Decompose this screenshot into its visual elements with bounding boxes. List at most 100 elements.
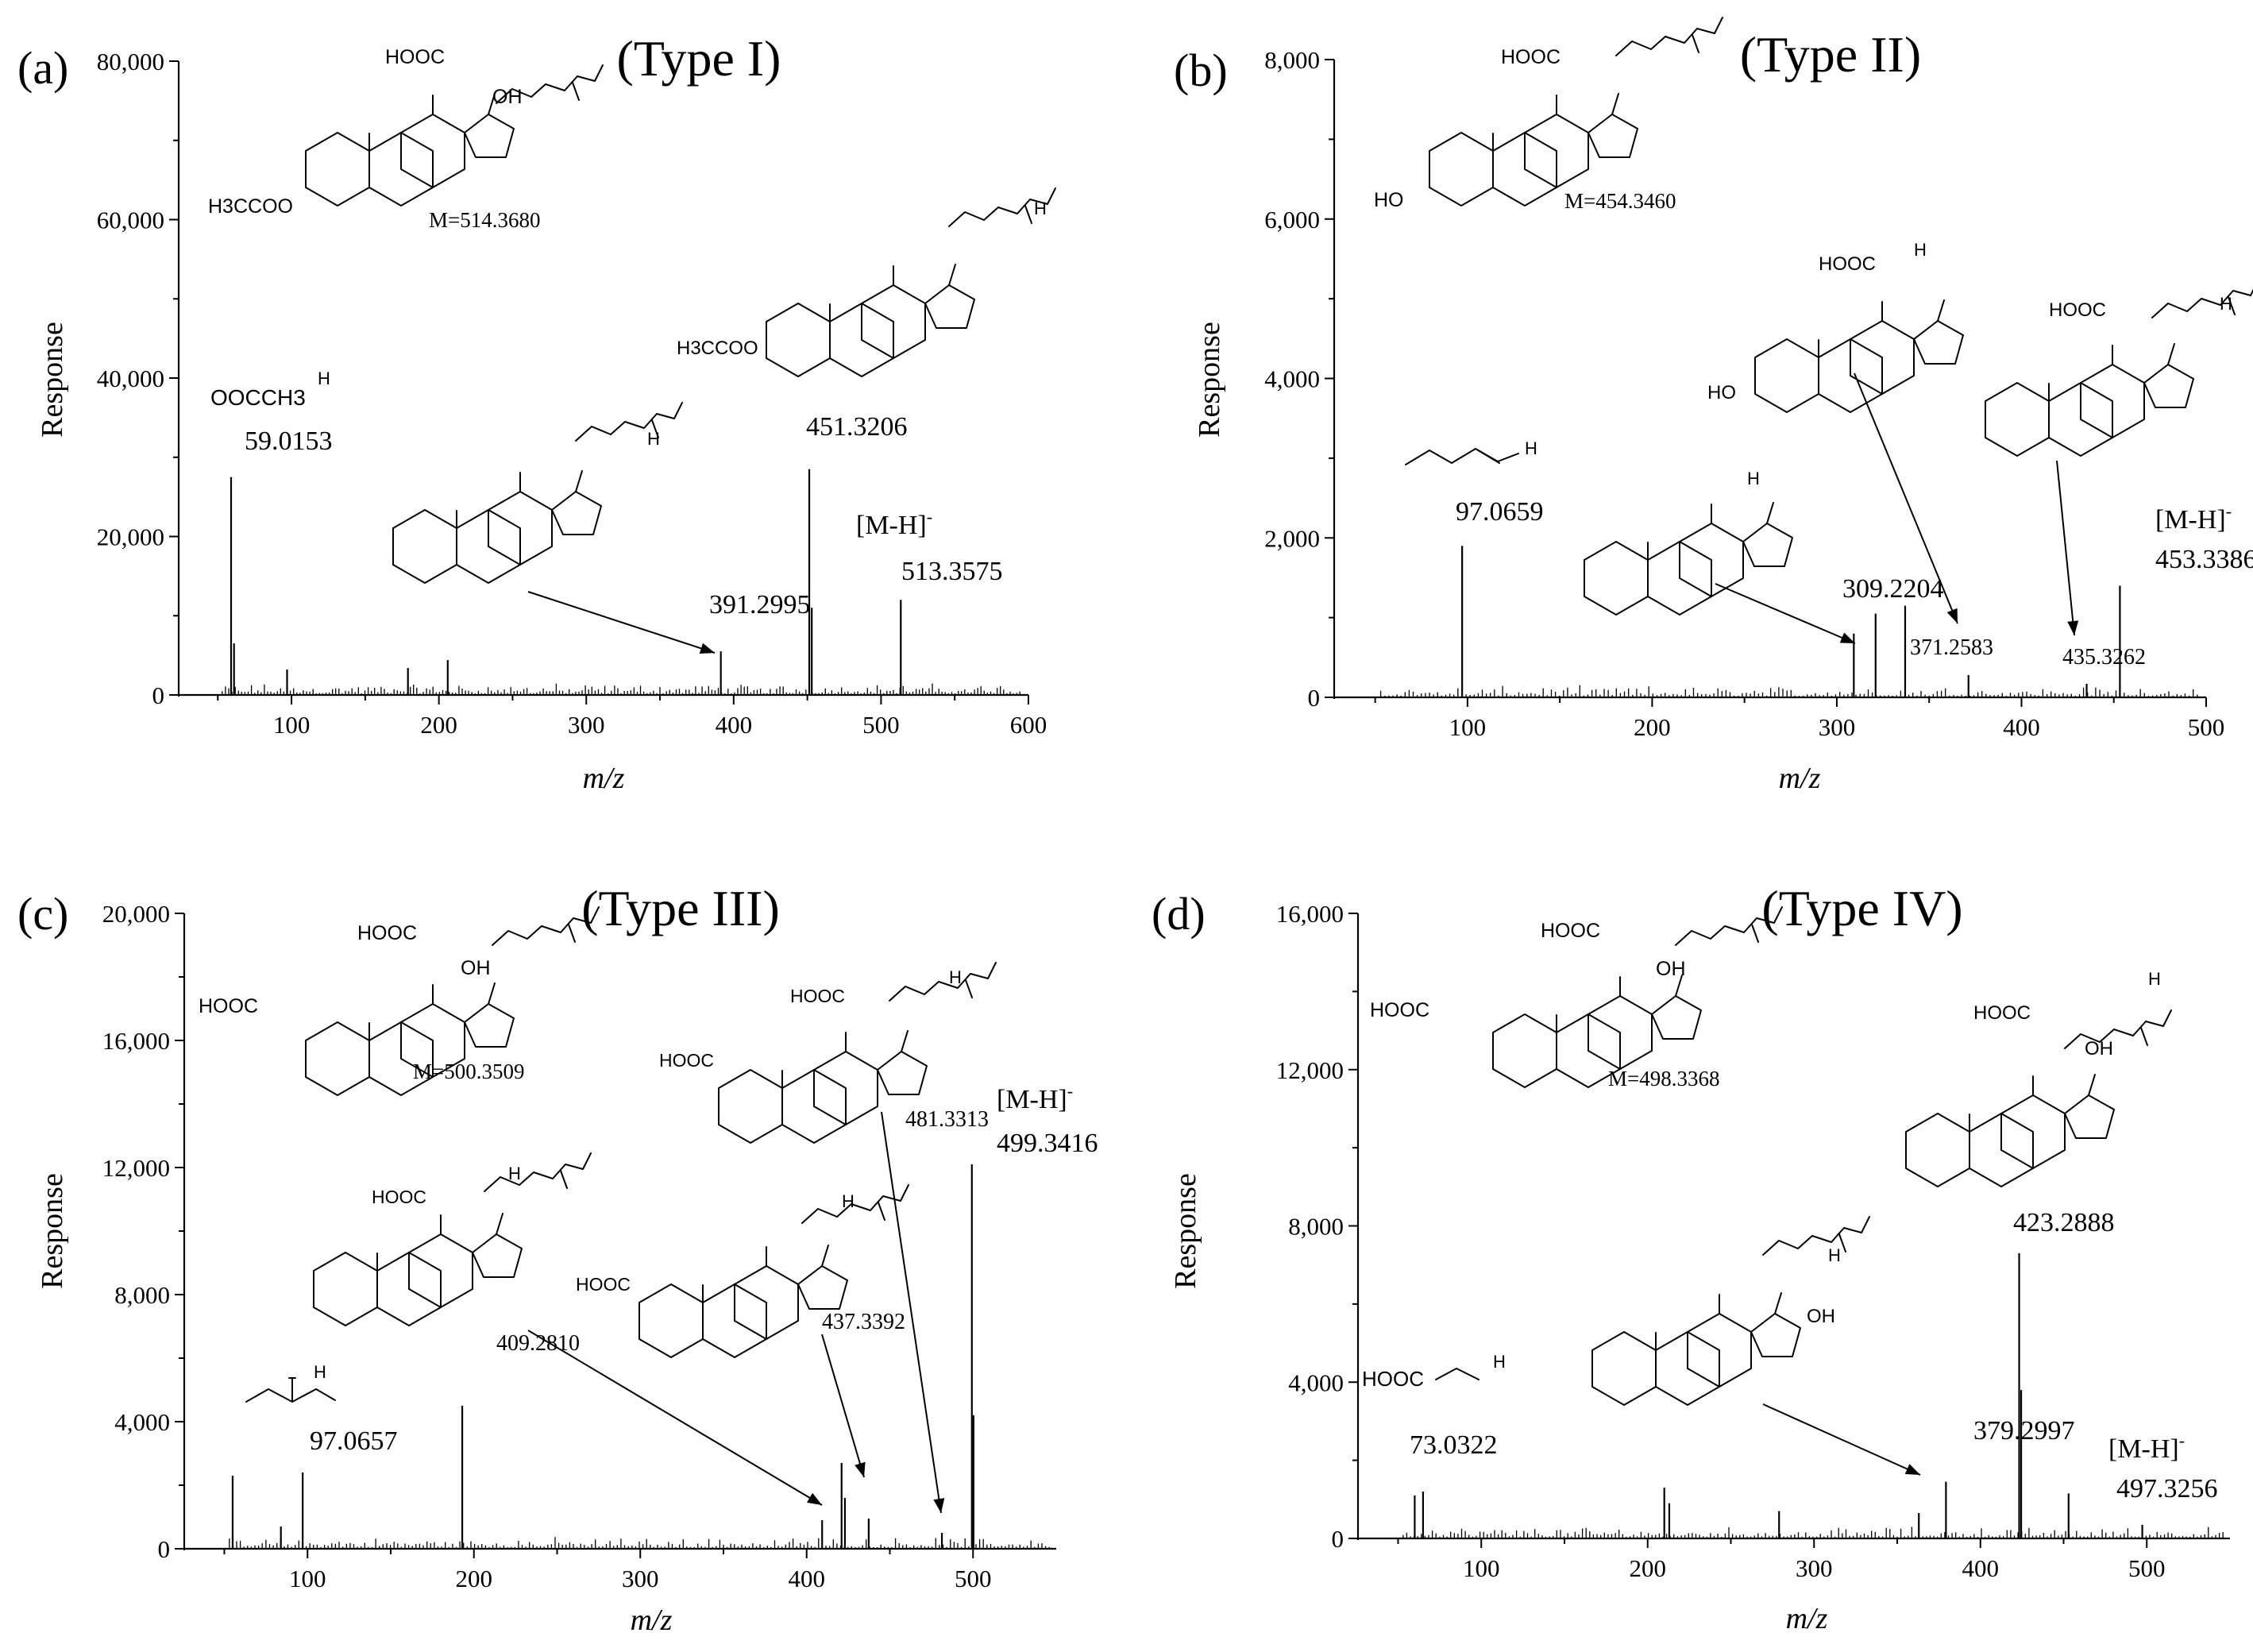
structure-c5: H — [245, 1362, 336, 1403]
struct-text-hooc-d3: HOOC — [1973, 1002, 2031, 1024]
struct-text-hooc-b3: HOOC — [2049, 299, 2106, 321]
y-axis-label: Response — [1169, 1173, 1202, 1289]
arrow-head — [2067, 620, 2079, 635]
structure-d3: OH H — [1591, 1216, 1870, 1406]
y-tick-label: 20,000 — [102, 900, 170, 928]
structure-c3: HOOC H — [313, 1152, 592, 1326]
struct-text-h-b3: H — [2220, 294, 2232, 314]
panel-label: (d) — [1152, 888, 1206, 940]
x-axis-label: m/z — [1786, 1602, 1828, 1635]
x-tick-label: 100 — [1449, 713, 1487, 741]
struct-text-oh-d2: OH — [2085, 1038, 2113, 1060]
peak-annotation: 423.2888 — [2013, 1208, 2115, 1237]
structure-a1: HOOC OH H3CCOO M=514.3680 — [208, 46, 604, 232]
struct-text-h-c3: H — [508, 1164, 521, 1183]
struct-text-h-c5: H — [314, 1362, 326, 1382]
x-tick-label: 200 — [420, 711, 457, 739]
struct-text-oh-c: OH — [461, 957, 491, 979]
x-tick-label: 100 — [273, 711, 311, 739]
x-axis-label: m/z — [583, 762, 625, 795]
struct-text-mass-c: M=500.3509 — [413, 1060, 524, 1083]
baseline-noise — [1379, 685, 2198, 697]
peak-annotation: 371.2583 — [1910, 635, 1993, 660]
annotation-arrow — [527, 1330, 823, 1506]
peak-annotation: [M-H]- — [997, 1081, 1073, 1114]
y-tick-label: 0 — [1308, 684, 1321, 712]
panel-label: (a) — [17, 42, 68, 94]
struct-text-h-c2: H — [949, 967, 962, 987]
peak-annotation: 97.0659 — [1456, 497, 1544, 527]
peak-annotation: 497.3256 — [2116, 1474, 2218, 1503]
x-tick-label: 300 — [568, 711, 605, 739]
panel-title: (Type I) — [617, 30, 781, 87]
structure-c2: HOOC HOOC H — [659, 962, 997, 1144]
structure-c4: HOOC H — [576, 1184, 909, 1358]
struct-text-hooc-b2: HOOC — [1819, 253, 1876, 275]
panel-label: (c) — [17, 888, 68, 940]
struct-text-hooc-c5: HOOC — [372, 1187, 426, 1207]
x-tick-label: 200 — [1629, 1554, 1666, 1582]
struct-text-ho-b2: HO — [1707, 382, 1736, 403]
struct-text-hooc-c4: HOOC — [659, 1050, 714, 1071]
chart-panel-1: 0 2,000 4,000 6,000 8,000 100 200 300 400 500 (b) (… — [1174, 26, 2253, 795]
structure-b4: H — [1405, 438, 1537, 465]
y-tick-label: 4,000 — [1264, 365, 1320, 393]
y-tick-label: 6,000 — [1264, 206, 1320, 234]
peak-annotation: 437.3392 — [822, 1310, 905, 1334]
peak-annotation: [M-H]- — [2108, 1430, 2185, 1464]
y-tick-label: 8,000 — [1264, 46, 1320, 74]
struct-text-mass-d: M=498.3368 — [1608, 1067, 1719, 1090]
struct-text-h-a4: H — [318, 369, 330, 388]
struct-text-hooc-d2: HOOC — [1370, 999, 1429, 1021]
annotation-arrow — [881, 1111, 942, 1514]
struct-text-h-b2: H — [1914, 240, 1927, 260]
y-tick-label: 12,000 — [102, 1154, 170, 1182]
annotation-arrow — [1762, 1403, 1921, 1476]
baseline-noise — [222, 683, 1020, 695]
y-tick-label: 4,000 — [1288, 1368, 1344, 1396]
struct-text-mass-b: M=454.3460 — [1564, 189, 1676, 213]
y-tick-label: 8,000 — [1288, 1213, 1344, 1241]
structure-b1: HOOC HO M=454.3460 — [1374, 17, 1723, 213]
x-axis-label: m/z — [1779, 762, 1821, 795]
x-tick-label: 500 — [955, 1565, 992, 1592]
y-tick-label: 80,000 — [97, 48, 164, 75]
peak-annotation: 451.3206 — [806, 412, 908, 442]
chart-panel-3: 0 4,000 8,000 12,000 16,000 100 200 300 400 500 (d… — [1152, 880, 2230, 1635]
y-axis-label: Response — [36, 322, 69, 438]
y-tick-label: 0 — [1332, 1525, 1344, 1553]
chart-panel-2: 0 4,000 8,000 12,000 16,000 20,000 100 200 300 40… — [17, 880, 1098, 1637]
structure-b5: H — [1584, 469, 1793, 616]
struct-text-oocch3: OOCCH3 — [210, 385, 306, 410]
struct-text-h-d2: H — [2148, 969, 2161, 989]
struct-text-ho-b: HO — [1374, 189, 1404, 211]
peak-annotation: 97.0657 — [310, 1426, 398, 1456]
structure-a2: H H3CCOO — [677, 187, 1056, 377]
structure-d1: HOOC OH HOOC M=498.3368 — [1370, 906, 1783, 1090]
x-tick-label: 500 — [862, 711, 900, 739]
struct-text-hooc-c6: HOOC — [576, 1274, 631, 1295]
struct-text-h-c4: H — [842, 1191, 855, 1211]
peak-annotation: 391.2995 — [709, 590, 811, 620]
arrow-head — [699, 643, 715, 654]
struct-text-h3ccoo-a2: H3CCOO — [677, 338, 758, 359]
structure-d4: HOOC H — [1362, 1352, 1506, 1391]
struct-text-h-b4: H — [1525, 438, 1537, 458]
structure-a4: OOCCH3 H — [210, 369, 330, 410]
x-tick-label: 300 — [1819, 713, 1856, 741]
structure-d2: HOOC OH H — [1905, 969, 2172, 1187]
structure-b3: HOOC H — [1985, 279, 2253, 457]
x-tick-label: 400 — [2003, 713, 2040, 741]
annotation-arrow — [1854, 372, 1958, 624]
y-tick-label: 60,000 — [97, 206, 164, 234]
peak-annotation: 409.2810 — [496, 1331, 580, 1356]
y-tick-label: 0 — [158, 1535, 171, 1563]
peak-annotation: 513.3575 — [901, 557, 1003, 586]
annotation-arrow — [527, 591, 716, 654]
struct-text-oh-d3: OH — [1807, 1306, 1835, 1327]
struct-text-oh-d: OH — [1656, 958, 1686, 980]
struct-text-hooc-c3: HOOC — [790, 986, 845, 1006]
y-tick-label: 0 — [152, 681, 165, 709]
y-tick-label: 8,000 — [114, 1281, 170, 1309]
panel-title: (Type II) — [1740, 26, 1921, 83]
